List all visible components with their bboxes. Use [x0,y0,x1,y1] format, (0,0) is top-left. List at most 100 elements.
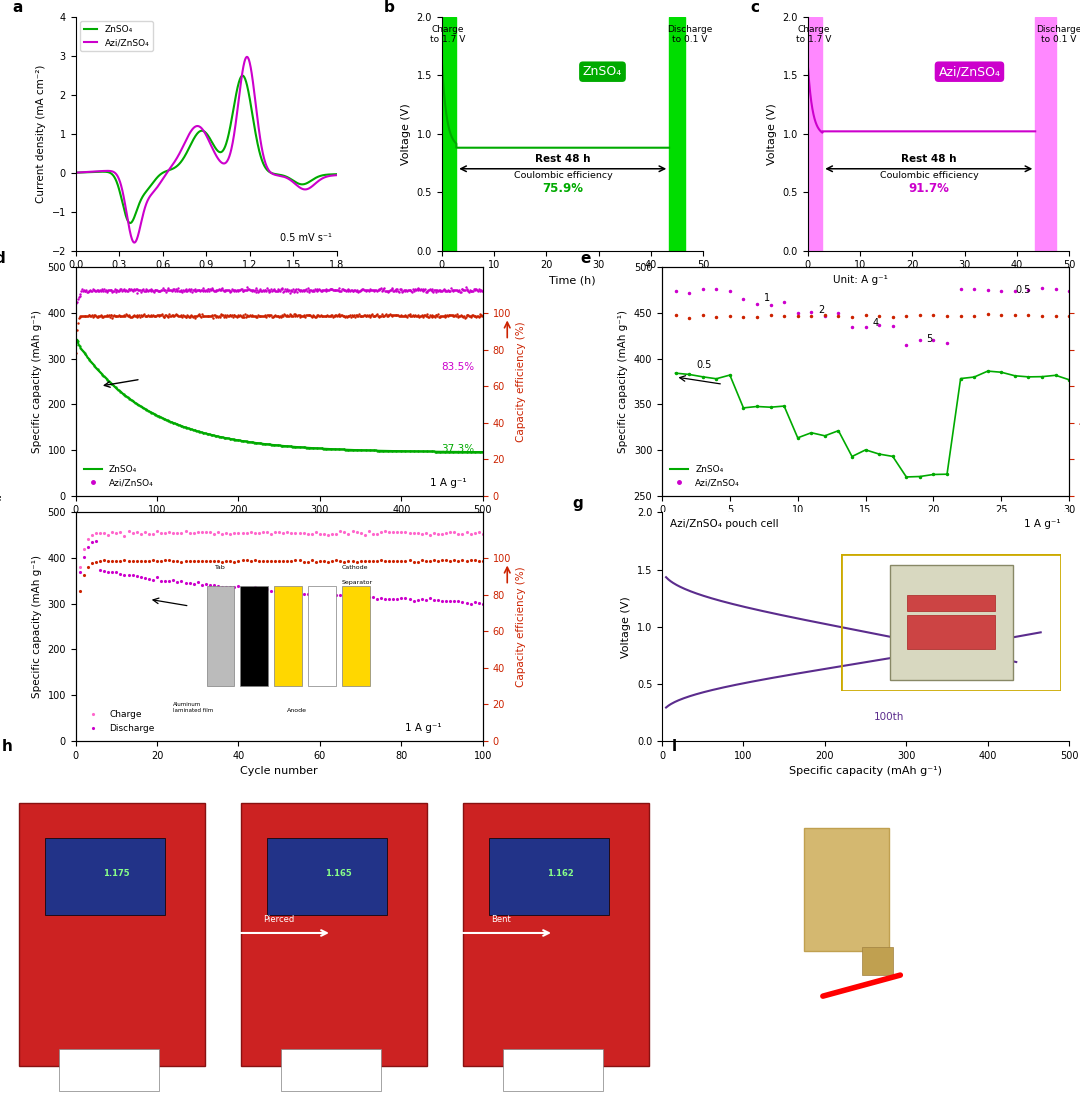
Text: ZnSO₄: ZnSO₄ [583,66,622,78]
Text: Charge
to 1.7 V: Charge to 1.7 V [796,25,832,45]
Text: 1.175: 1.175 [103,869,130,878]
Discharge [460,596,473,609]
Azi/ZnSO₄ [221,154,234,167]
Text: 100th: 100th [874,712,904,722]
Text: c: c [751,0,759,14]
Text: a: a [13,0,24,14]
X-axis label: Potential (V): Potential (V) [172,276,241,286]
Text: Pierced: Pierced [262,916,294,925]
Y-axis label: Voltage (V): Voltage (V) [767,102,778,165]
Text: 91.7%: 91.7% [908,183,949,195]
Azi/ZnSO₄ [330,168,343,182]
Text: Coulombic efficiency: Coulombic efficiency [514,172,612,180]
Text: e: e [581,251,591,266]
Y-axis label: Specific capacity (mAh g⁻¹): Specific capacity (mAh g⁻¹) [31,555,42,698]
Text: Rest 48 h: Rest 48 h [902,154,957,164]
Text: g: g [572,496,583,511]
Bar [241,803,428,1066]
ZnSO₄ [330,167,343,180]
Charge [73,560,86,574]
Discharge [171,575,184,588]
Text: d: d [0,251,5,266]
Azi/ZnSO₄ [237,65,249,78]
Text: Bent: Bent [490,916,511,925]
ZnSO₄ [295,177,308,190]
Text: 1 A g⁻¹: 1 A g⁻¹ [405,723,442,733]
Text: 0.5: 0.5 [1015,285,1030,295]
Discharge [318,588,330,602]
Text: 2: 2 [818,305,824,315]
ZnSO₄ [85,165,98,178]
ZnSO₄ [237,69,249,82]
ZnSO₄ [69,166,82,179]
Discharge [476,597,489,610]
Bar [58,1048,159,1091]
Text: 1: 1 [764,293,770,303]
Charge [476,527,489,540]
Text: 1.165: 1.165 [325,869,352,878]
Bar [489,838,609,916]
Azi/ZnSO₄ [228,124,241,137]
Line: ZnSO₄: ZnSO₄ [76,76,337,223]
Text: Azi/ZnSO₄ pouch cell: Azi/ZnSO₄ pouch cell [670,519,779,529]
ZnSO₄ [221,131,234,145]
Discharge [73,565,86,578]
Y-axis label: Specific capacity (mAh g⁻¹): Specific capacity (mAh g⁻¹) [31,310,42,453]
Text: 0.5: 0.5 [696,360,712,370]
Text: Rest 48 h: Rest 48 h [536,154,591,164]
X-axis label: Time (h): Time (h) [549,276,596,286]
Text: Coulombic efficiency: Coulombic efficiency [880,172,978,180]
Bar [1036,17,1056,251]
Text: 1.175 V: 1.175 V [97,1093,136,1102]
Y-axis label: Specific capacity (mAh g⁻¹): Specific capacity (mAh g⁻¹) [618,310,629,453]
X-axis label: Cycle number: Cycle number [241,766,318,776]
Legend: ZnSO₄, Azi/ZnSO₄: ZnSO₄, Azi/ZnSO₄ [80,21,153,51]
Bar [281,1048,380,1091]
Bar [804,828,889,950]
X-axis label: Specific capacity (mAh g⁻¹): Specific capacity (mAh g⁻¹) [789,766,942,776]
Text: 1.165 V: 1.165 V [320,1093,357,1102]
Bar [45,838,165,916]
ZnSO₄ [237,69,249,82]
ZnSO₄ [228,96,241,109]
Azi/ZnSO₄ [241,50,254,63]
Bar [503,1048,603,1091]
Legend: ZnSO₄, Azi/ZnSO₄: ZnSO₄, Azi/ZnSO₄ [666,461,744,491]
Bar [670,17,685,251]
Y-axis label: Current density (mA cm⁻²): Current density (mA cm⁻²) [36,65,46,203]
Bar [442,17,457,251]
Y-axis label: Voltage (V): Voltage (V) [621,596,632,657]
Charge [166,526,179,539]
Text: 1.162: 1.162 [548,869,573,878]
Text: Discharge
to 0.1 V: Discharge to 0.1 V [1036,25,1080,45]
Text: 83.5%: 83.5% [442,362,475,372]
Charge [448,526,461,539]
Text: Unit: A g⁻¹: Unit: A g⁻¹ [833,275,888,285]
Bar [463,803,649,1066]
Charge [150,525,163,538]
Line: Charge: Charge [78,529,485,569]
Legend: ZnSO₄, Azi/ZnSO₄: ZnSO₄, Azi/ZnSO₄ [80,461,158,491]
Bar [862,947,892,975]
Azi/ZnSO₄ [268,168,281,182]
Text: Discharge
to 0.1 V: Discharge to 0.1 V [667,25,713,45]
Text: i: i [672,739,677,753]
Text: 0.5 mV s⁻¹: 0.5 mV s⁻¹ [280,233,332,243]
Text: b: b [384,0,395,14]
Line: Discharge: Discharge [78,539,485,606]
Azi/ZnSO₄ [129,236,141,250]
Text: 37.3%: 37.3% [442,444,475,455]
Bar [18,803,205,1066]
Y-axis label: Capacity efficiency (%): Capacity efficiency (%) [516,566,526,687]
X-axis label: Time (h): Time (h) [915,276,962,286]
Charge [460,526,473,539]
Y-axis label: Voltage (V): Voltage (V) [401,102,411,165]
Azi/ZnSO₄ [69,166,82,179]
Bar [268,838,388,916]
Discharge [285,586,298,599]
Discharge [90,535,103,548]
Text: 1.162 V: 1.162 V [541,1093,580,1102]
Charge [281,525,294,538]
Text: 1 A g⁻¹: 1 A g⁻¹ [430,478,467,488]
ZnSO₄ [268,167,281,180]
